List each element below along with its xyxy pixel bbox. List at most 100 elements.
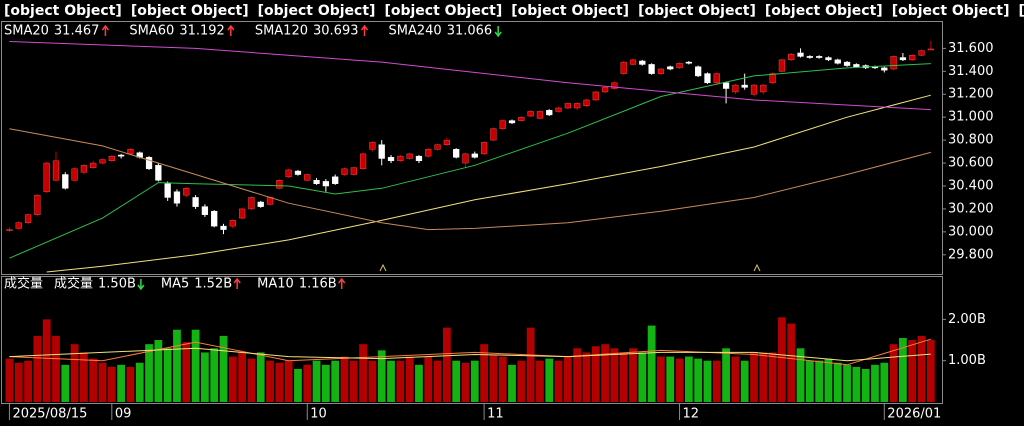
header-item: [object Object] [131,3,249,19]
candle-body [294,170,302,175]
volume-bar [5,358,14,402]
legend-name: SMA240 [389,24,442,39]
volume-bar [470,360,479,402]
candle-body [62,174,69,189]
candle-body [257,201,264,207]
volume-bar [871,364,879,402]
x-tick-label: 2026/01 [887,407,941,422]
candle-body [322,181,330,187]
volume-bar [442,327,451,402]
volume-bar [768,352,777,402]
volume-bar [80,352,88,402]
candle-body [713,73,720,84]
candle-body [238,208,246,219]
volume-bar [787,323,796,402]
x-tick-label: 11 [487,407,504,422]
candle-body [918,50,925,56]
candle-body [378,144,385,159]
y-tick-label: 30.800 [948,133,994,148]
volume-bar [61,364,70,402]
candle-body [797,52,804,57]
y-tick-label: 31.600 [948,41,994,56]
y-tick-label: 30.000 [948,224,994,239]
volume-bar [107,366,116,402]
candle-body [341,168,348,175]
legend-value: 31.467 [54,24,100,39]
trend-arrow [227,24,235,36]
candle-body [741,84,748,88]
volume-bar [275,362,284,402]
candle-body [667,66,674,70]
y-tick-label: 30.400 [948,178,994,193]
candle-body [52,160,60,181]
volume-bar [247,358,256,402]
candle-body [806,56,813,58]
volume-bar [629,348,637,402]
volume-bar [331,360,340,402]
candle-body [695,66,702,77]
volume-bar [657,356,665,402]
candle-body [471,153,478,158]
header-item: [object Object] [511,3,629,19]
volume-bar [480,344,488,402]
volume-bar [228,356,237,402]
volume-bar [750,352,758,402]
volume-bar [266,360,274,402]
candle-body [397,155,404,162]
header-item: [object Object] [638,3,756,19]
volume-bar [833,362,842,402]
candle-body [80,165,88,173]
volume-bar [368,360,377,402]
candle-body [406,153,413,159]
volume-bar [284,360,293,402]
candle-body [778,59,786,72]
candle-body [276,180,283,189]
legend-value: 1.50B [98,277,136,292]
volume-bar [573,348,582,402]
y-tick-label: 31.200 [948,87,994,102]
candle-body [685,61,692,64]
volume-bar [321,364,330,402]
candle-body [211,210,218,227]
candle-body [620,61,627,74]
candle-body [304,174,311,181]
header-item: [object Object] [1019,3,1024,19]
candle-body [480,142,488,155]
candle-body [816,56,823,58]
candle-body [248,197,255,210]
volume-bar [675,358,684,402]
candle-body [750,84,758,95]
candle-body [453,149,460,158]
x-tick-label: 12 [683,407,700,422]
candle-body [24,214,32,223]
candle-body [15,222,22,229]
candle-body [564,103,571,109]
trend-arrow [101,24,110,36]
volume-bar [740,360,749,402]
volume-bar [14,362,23,402]
trend-arrow [360,24,369,36]
y-tick-label: 2.00B [948,312,986,327]
candle-body [387,157,395,162]
candle-body [173,191,181,204]
legend-name: SMA120 [255,24,308,39]
candle-body [843,61,851,66]
volume-bar [536,360,544,402]
volume-bar [377,350,386,402]
volume-bar [349,360,358,402]
volume-bar [126,366,135,402]
legend-name: MA10 [257,277,294,292]
candle-body [601,87,609,93]
candle-body [127,149,134,155]
trend-arrow [233,277,241,289]
candle-body [881,67,888,71]
volume-bar [778,317,786,402]
volume-bar [154,340,163,402]
legend-name: 成交量 [54,276,93,292]
legend-value: 31.192 [179,24,225,39]
candle-body [99,159,106,164]
candle-body [201,206,209,215]
volume-bar [796,348,805,402]
